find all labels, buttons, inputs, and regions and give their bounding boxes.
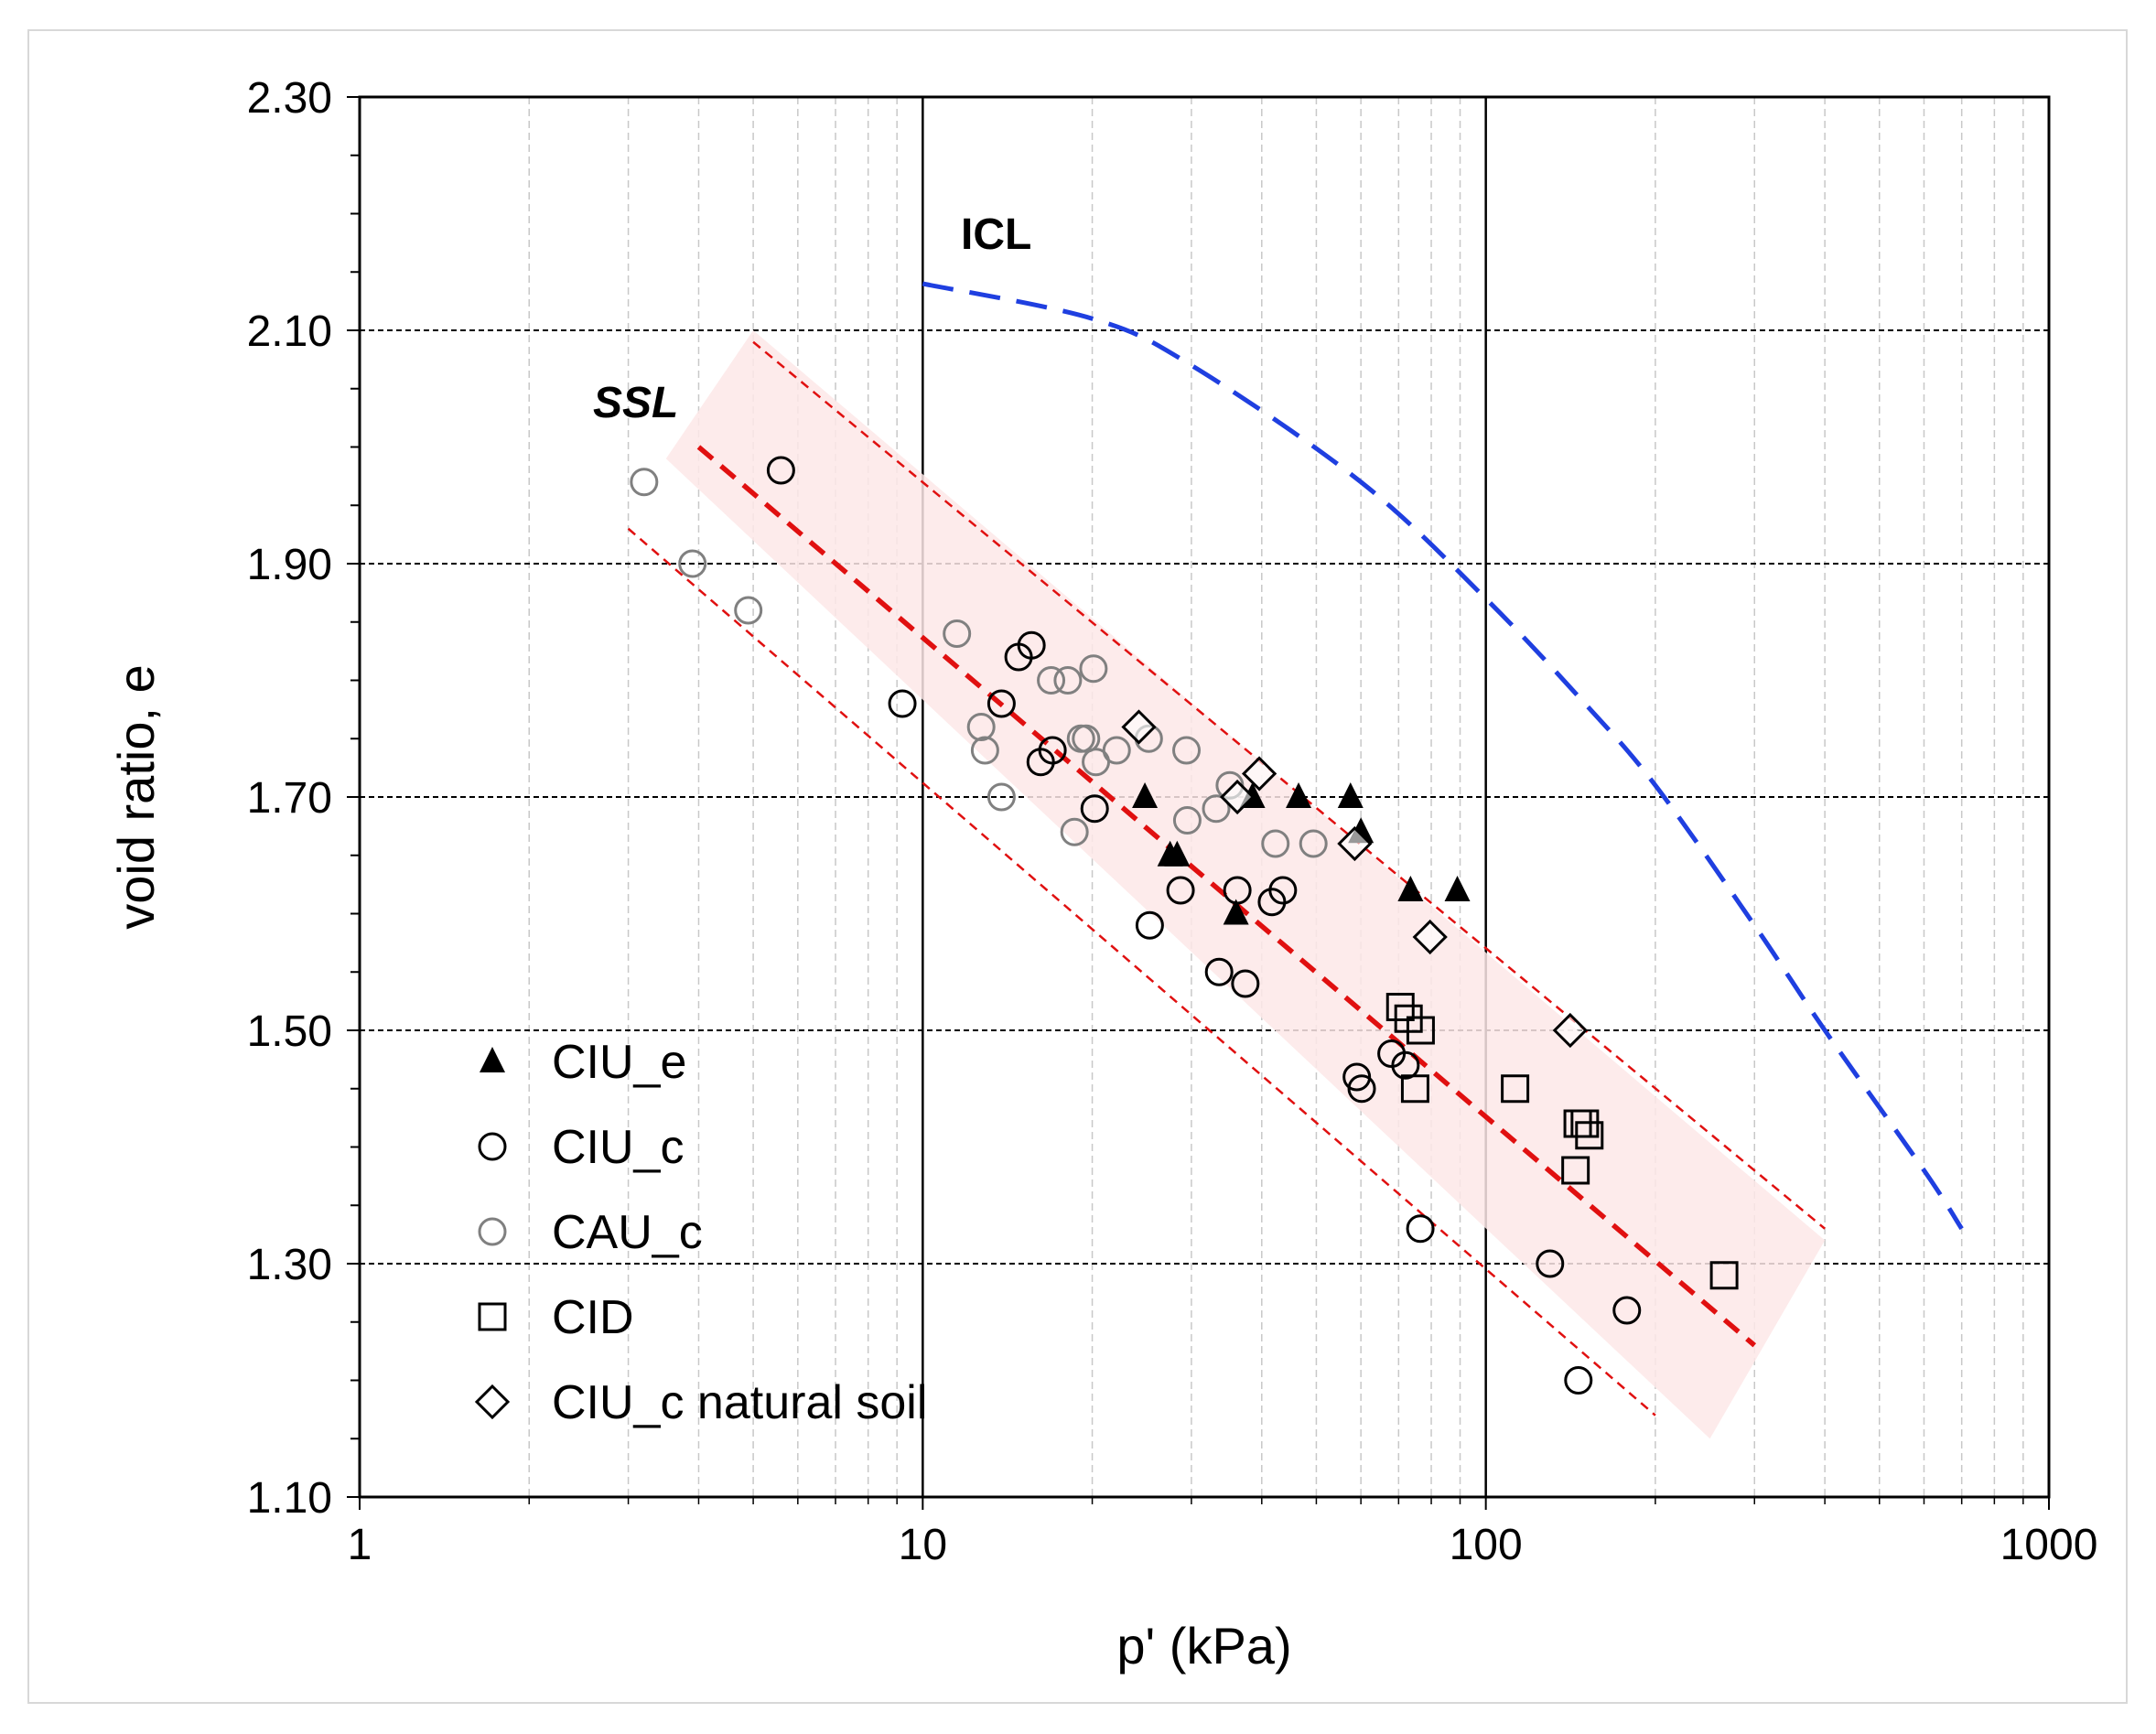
cid-point (1406, 1016, 1435, 1045)
ssl-upper-bound-line (752, 340, 1826, 1230)
x-tick-label: 1 (348, 1521, 372, 1569)
cau-c-point (1037, 666, 1066, 695)
cau-c-point (1202, 794, 1231, 824)
x-tick-label: 10 (899, 1521, 947, 1569)
legend: CIU_e CIU_c CAU_c CID CIU_c natural soil (474, 1036, 927, 1429)
legend-marker (478, 1132, 507, 1161)
ciu-e-point (1132, 782, 1159, 808)
cau-c-point (1102, 736, 1131, 765)
ciu-c-point (1612, 1296, 1642, 1325)
legend-label: CIU_c (552, 1121, 684, 1174)
tick-layer: 1.10 1.30 1.50 1.70 1.90 2.10 2.30 1 10 100 1000 (247, 74, 2098, 1569)
ciu-c-natural-soil-point (1552, 1012, 1588, 1049)
y-tick-label: 2.30 (247, 74, 332, 123)
y-tick-label: 1.10 (247, 1474, 332, 1523)
cau-c-point (1172, 736, 1202, 765)
ciu-c-point (1564, 1366, 1593, 1395)
point-layer (630, 456, 1739, 1395)
band-layer (665, 330, 1826, 1439)
ciu-c-natural-soil-point (1220, 779, 1256, 815)
cid-point (1501, 1074, 1530, 1104)
ciu-c-point (1204, 957, 1234, 986)
cau-c-point (970, 736, 999, 765)
cau-c-point (630, 468, 659, 497)
ciu-c-point (1406, 1214, 1435, 1244)
legend-marker (478, 1302, 507, 1331)
ciu-c-natural-soil-point (1412, 919, 1448, 955)
legend-label: CAU_c (552, 1206, 703, 1259)
ciu-e-point (1223, 899, 1249, 925)
ciu-e-point (1397, 876, 1424, 901)
ciu-c-point (1268, 876, 1298, 905)
legend-label: CIU_c natural soil (552, 1376, 927, 1429)
cid-point (1709, 1261, 1739, 1290)
ciu-e-point (1286, 782, 1312, 808)
cau-c-point (1299, 829, 1328, 858)
ssl-annotation: SSL (593, 379, 678, 427)
y-tick-label: 1.30 (247, 1241, 332, 1289)
cau-c-point (1060, 817, 1089, 846)
icl-annotation: ICL (961, 210, 1031, 259)
ssl-lower-bound-line (627, 527, 1656, 1416)
ciu-c-point (766, 456, 795, 485)
cau-c-point (1072, 724, 1101, 753)
ciu-c-point (986, 689, 1016, 718)
ciu-c-point (1166, 876, 1195, 905)
line-layer (627, 281, 1964, 1416)
cau-c-point (1079, 654, 1108, 684)
cau-c-point (1172, 806, 1202, 835)
chart-frame (27, 29, 2128, 1704)
y-tick-label: 1.50 (247, 1007, 332, 1056)
y-tick-label: 1.70 (247, 774, 332, 823)
ssl-line (696, 445, 1757, 1348)
cau-c-point (678, 549, 707, 578)
y-tick-label: 1.90 (247, 541, 332, 589)
ciu-c-point (1017, 630, 1046, 660)
x-tick-label: 100 (1450, 1521, 1523, 1569)
icl-line (922, 281, 1964, 1231)
ciu-c-point (1231, 969, 1260, 998)
cid-point (1561, 1156, 1590, 1185)
ciu-c-natural-soil-point (1241, 756, 1277, 792)
cau-c-point (734, 596, 763, 625)
ciu-e-point (1164, 840, 1191, 867)
legend-label: CID (552, 1291, 634, 1344)
ciu-c-point (1080, 794, 1109, 824)
cau-c-point (943, 619, 972, 648)
ciu-c-point (1038, 736, 1067, 765)
ciu-c-point (1347, 1074, 1376, 1104)
ciu-c-point (1536, 1249, 1565, 1278)
ciu-c-point (888, 689, 917, 718)
cau-c-point (1261, 829, 1290, 858)
ciu-e-point (1444, 876, 1471, 901)
cau-c-point (966, 713, 996, 741)
legend-label: CIU_e (552, 1036, 686, 1089)
cid-point (1575, 1121, 1604, 1150)
ciu-c-point (1135, 910, 1164, 940)
cau-c-point (986, 782, 1016, 812)
x-axis-title: p' (kPa) (1116, 1617, 1291, 1675)
y-axis-title: void ratio, e (107, 664, 165, 930)
ciu-c-natural-soil-point (1121, 709, 1157, 745)
ciu-e-point (1337, 782, 1364, 808)
y-tick-label: 2.10 (247, 307, 332, 356)
ssl-band (665, 330, 1826, 1439)
ciu-c-point (1223, 876, 1252, 905)
legend-marker (478, 1217, 507, 1246)
cid-point (1400, 1074, 1429, 1104)
legend-marker (474, 1384, 511, 1420)
ciu-c-point (1391, 1050, 1420, 1080)
x-tick-label: 1000 (2000, 1521, 2098, 1569)
ciu-c-natural-soil-point (1337, 825, 1373, 862)
cau-c-point (1053, 666, 1083, 695)
legend-marker (480, 1047, 505, 1072)
